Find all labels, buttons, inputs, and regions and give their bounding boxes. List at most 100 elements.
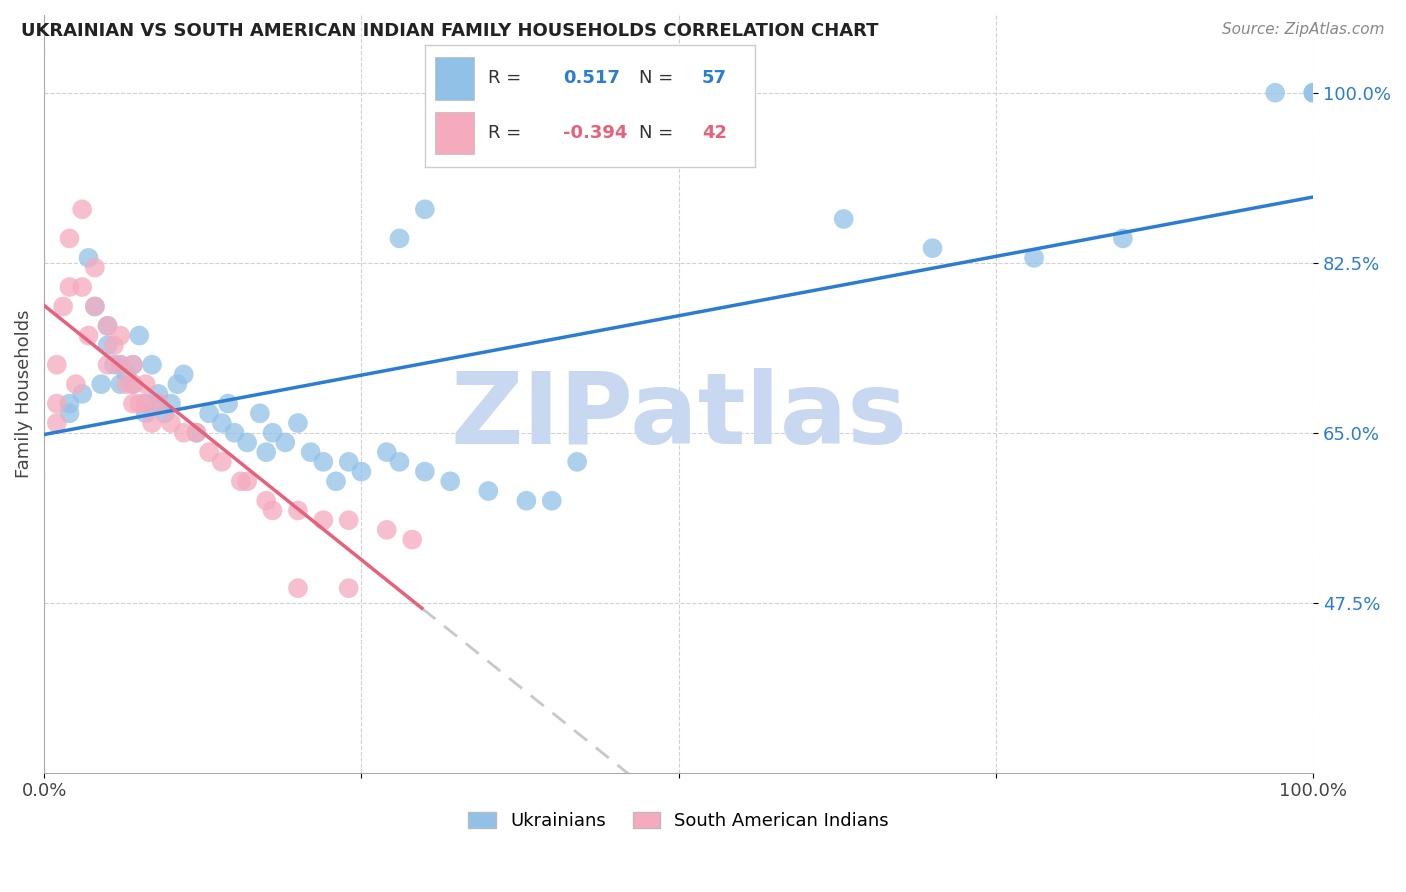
Point	[224, 425, 246, 440]
Point	[135, 396, 157, 410]
Point	[1022, 251, 1045, 265]
Point	[413, 202, 436, 217]
Point	[262, 425, 284, 440]
Point	[160, 396, 183, 410]
Point	[70, 202, 93, 217]
Point	[97, 358, 120, 372]
Point	[921, 241, 943, 255]
Point	[83, 300, 105, 314]
Point	[148, 387, 170, 401]
Point	[70, 280, 93, 294]
Point	[254, 493, 277, 508]
Point	[173, 425, 195, 440]
Point	[97, 338, 120, 352]
Point	[287, 416, 309, 430]
Point	[128, 396, 150, 410]
Point	[122, 358, 145, 372]
Point	[299, 445, 322, 459]
Point	[198, 445, 221, 459]
Point	[45, 358, 67, 372]
Point	[97, 318, 120, 333]
Point	[135, 406, 157, 420]
Point	[1302, 86, 1324, 100]
Point	[58, 396, 80, 410]
Point	[52, 300, 75, 314]
Point	[211, 416, 233, 430]
Point	[45, 396, 67, 410]
Point	[77, 328, 100, 343]
Point	[77, 251, 100, 265]
Point	[148, 396, 170, 410]
Point	[97, 318, 120, 333]
Point	[1264, 86, 1286, 100]
Point	[312, 455, 335, 469]
Point	[337, 455, 360, 469]
Point	[375, 445, 398, 459]
Point	[565, 455, 588, 469]
Text: Source: ZipAtlas.com: Source: ZipAtlas.com	[1222, 22, 1385, 37]
Point	[122, 377, 145, 392]
Point	[1112, 231, 1135, 245]
Point	[388, 231, 411, 245]
Point	[337, 581, 360, 595]
Text: UKRAINIAN VS SOUTH AMERICAN INDIAN FAMILY HOUSEHOLDS CORRELATION CHART: UKRAINIAN VS SOUTH AMERICAN INDIAN FAMIL…	[21, 22, 879, 40]
Point	[148, 396, 170, 410]
Point	[45, 416, 67, 430]
Point	[515, 493, 537, 508]
Point	[65, 377, 87, 392]
Text: ZIPatlas: ZIPatlas	[450, 368, 907, 465]
Point	[58, 231, 80, 245]
Point	[262, 503, 284, 517]
Point	[254, 445, 277, 459]
Point	[236, 435, 259, 450]
Y-axis label: Family Households: Family Households	[15, 310, 32, 478]
Point	[103, 358, 125, 372]
Point	[110, 358, 132, 372]
Point	[141, 358, 163, 372]
Point	[413, 465, 436, 479]
Point	[58, 280, 80, 294]
Point	[312, 513, 335, 527]
Point	[103, 338, 125, 352]
Point	[70, 387, 93, 401]
Point	[211, 455, 233, 469]
Point	[110, 328, 132, 343]
Point	[375, 523, 398, 537]
Point	[83, 260, 105, 275]
Point	[186, 425, 208, 440]
Point	[115, 368, 138, 382]
Point	[110, 358, 132, 372]
Point	[186, 425, 208, 440]
Point	[173, 368, 195, 382]
Point	[122, 396, 145, 410]
Point	[287, 503, 309, 517]
Point	[401, 533, 423, 547]
Point	[122, 377, 145, 392]
Point	[229, 475, 252, 489]
Point	[439, 475, 461, 489]
Point	[337, 513, 360, 527]
Point	[274, 435, 297, 450]
Point	[141, 416, 163, 430]
Point	[83, 300, 105, 314]
Point	[166, 377, 188, 392]
Point	[110, 377, 132, 392]
Point	[477, 483, 499, 498]
Point	[198, 406, 221, 420]
Point	[287, 581, 309, 595]
Point	[540, 493, 562, 508]
Point	[153, 406, 176, 420]
Point	[128, 328, 150, 343]
Point	[832, 212, 855, 227]
Point	[249, 406, 271, 420]
Point	[350, 465, 373, 479]
Point	[135, 377, 157, 392]
Point	[217, 396, 239, 410]
Point	[388, 455, 411, 469]
Point	[160, 416, 183, 430]
Point	[1302, 86, 1324, 100]
Point	[90, 377, 112, 392]
Legend: Ukrainians, South American Indians: Ukrainians, South American Indians	[460, 803, 898, 839]
Point	[236, 475, 259, 489]
Point	[115, 377, 138, 392]
